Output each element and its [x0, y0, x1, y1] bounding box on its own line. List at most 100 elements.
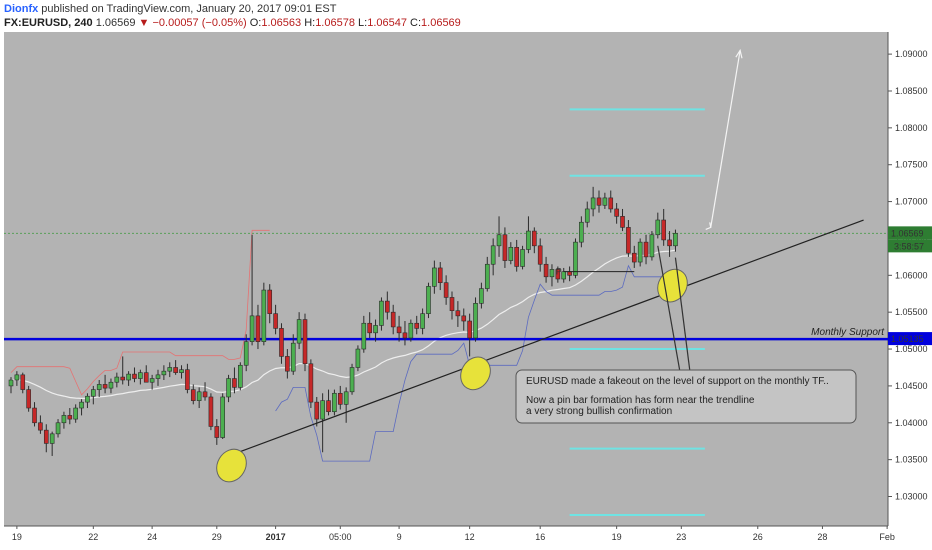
candle-down — [38, 415, 43, 434]
candle-body — [179, 369, 184, 373]
candle-up — [579, 216, 584, 248]
candle-down — [214, 419, 220, 445]
current-price-tag-text: 1.06569 — [891, 228, 924, 238]
candle-up — [55, 419, 61, 438]
candle-body — [38, 422, 43, 431]
y-tick-label: 1.03000 — [895, 492, 928, 502]
candle-body — [467, 320, 472, 339]
candle-up — [196, 387, 202, 409]
candle-body — [285, 356, 290, 372]
candle-body — [343, 391, 349, 405]
candle-up — [484, 256, 490, 292]
candle-up — [602, 192, 608, 209]
countdown-tag-text: 3:58:57 — [894, 241, 924, 251]
time-axis[interactable] — [4, 526, 888, 546]
candle-body — [637, 241, 643, 263]
candle-body — [26, 389, 31, 409]
candle-body — [673, 232, 678, 247]
y-tick-label: 1.04500 — [895, 381, 928, 391]
candle-body — [349, 367, 355, 393]
arrow-tail-icon — [705, 222, 712, 230]
candle-down — [132, 367, 137, 383]
candle-body — [102, 384, 108, 389]
candle-up — [549, 264, 555, 287]
candle-down — [608, 190, 614, 213]
candle-up — [355, 345, 361, 372]
candle-body — [232, 378, 237, 388]
candle-up — [637, 238, 643, 267]
callout-line-1: EURUSD made a fakeout on the level of su… — [526, 376, 829, 387]
callout-line-2: Now a pin bar formation has form near th… — [526, 395, 755, 406]
candle-up — [320, 393, 325, 453]
x-tick-label: Feb — [879, 532, 895, 542]
candle-up — [479, 282, 484, 309]
y-tick-label: 1.09000 — [895, 49, 928, 59]
candle-body — [385, 300, 390, 313]
candle-body — [332, 392, 337, 413]
candle-body — [479, 288, 484, 304]
candle-body — [655, 219, 661, 236]
candle-down — [643, 234, 649, 265]
support-price-tag — [888, 332, 932, 346]
candle-body — [20, 374, 26, 390]
candle-body — [455, 310, 461, 317]
candle-body — [367, 322, 372, 334]
candle-body — [608, 197, 614, 210]
candle-up — [85, 393, 90, 409]
candle-up — [79, 399, 84, 416]
candle-up — [91, 385, 96, 405]
candle-body — [402, 332, 408, 339]
candle-body — [32, 407, 37, 424]
candle-body — [91, 389, 96, 397]
candle-down — [208, 393, 214, 431]
candle-body — [243, 341, 249, 366]
candle-body — [249, 315, 255, 342]
candle-down — [267, 284, 273, 324]
candle-down — [385, 291, 390, 320]
candle-body — [261, 289, 267, 342]
candle-down — [396, 315, 402, 342]
candle-up — [490, 238, 496, 276]
candle-down — [402, 321, 408, 346]
candle-body — [437, 267, 443, 283]
callout-line-3: a very strong bullish confirmation — [526, 406, 672, 417]
candle-up — [508, 242, 514, 265]
candle-body — [390, 311, 396, 328]
candle-up — [108, 378, 114, 394]
candle-body — [626, 227, 631, 254]
callout-box[interactable] — [515, 369, 857, 424]
candle-up — [226, 374, 231, 403]
candle-down — [43, 424, 49, 453]
candle-down — [326, 389, 331, 416]
candle-body — [573, 241, 578, 276]
candle-down — [202, 382, 208, 401]
candle-up — [649, 231, 655, 261]
candle-down — [537, 238, 543, 272]
y-tick-label: 1.05500 — [895, 307, 928, 317]
symbol-label[interactable]: FX:EURUSD, 240 — [4, 17, 93, 29]
candle-up — [408, 319, 414, 342]
candle-body — [138, 372, 143, 379]
candle-down — [437, 262, 443, 291]
candle-down — [26, 385, 31, 412]
x-tick-label: 28 — [817, 532, 827, 542]
candle-body — [226, 378, 231, 398]
candle-body — [173, 367, 178, 373]
author-link[interactable]: Dionfx — [4, 3, 39, 15]
publish-text: published on TradingView.com, January 20… — [41, 3, 337, 15]
candle-body — [49, 433, 55, 444]
candle-down — [337, 385, 343, 410]
down-arrow-icon: ▼ — [138, 17, 150, 29]
candle-body — [220, 396, 225, 438]
y-tick-label: 1.07500 — [895, 160, 928, 170]
price-axis[interactable] — [888, 32, 932, 526]
candle-body — [461, 315, 467, 322]
candle-up — [14, 371, 20, 386]
candle-body — [308, 363, 314, 403]
candle-body — [132, 373, 137, 379]
x-tick-label: 05:00 — [329, 532, 352, 542]
candle-up — [432, 260, 437, 294]
candle-up — [420, 308, 425, 335]
candle-up — [238, 362, 243, 391]
